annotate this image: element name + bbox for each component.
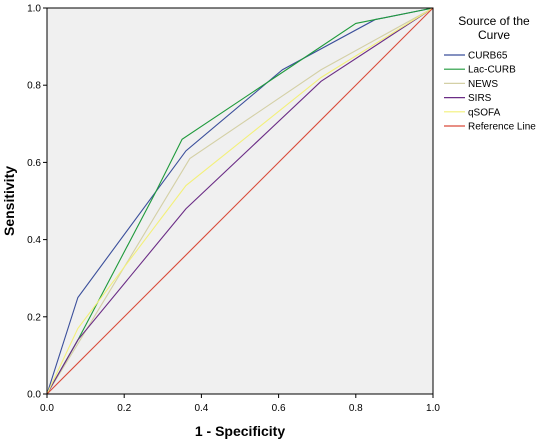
y-tick-label: 0.2: [27, 312, 41, 323]
plot-frame: [46, 7, 434, 395]
legend-items: CURB65 Lac-CURB NEWS SIRS qSOFA Reference Lin…: [444, 51, 536, 133]
legend-label: Reference Line: [468, 122, 536, 133]
y-tick-label: 0.6: [27, 158, 41, 169]
x-tick-label: 1.0: [426, 403, 440, 414]
legend-label: qSOFA: [468, 107, 501, 118]
legend-label: SIRS: [468, 93, 492, 104]
x-tick-label: 0.2: [117, 403, 131, 414]
x-tick-label: 0.6: [272, 403, 286, 414]
legend-label: Lac-CURB: [468, 65, 516, 76]
y-tick-label: 0.0: [27, 390, 41, 401]
legend-title: Source of the Curve: [458, 14, 530, 42]
y-tick-label: 0.4: [27, 235, 41, 246]
x-axis-title: 1 - Specificity: [195, 423, 285, 439]
legend-label: CURB65: [468, 51, 508, 62]
series-line-qsofa: [46, 7, 434, 395]
series-line-reference-line: [46, 7, 434, 395]
series-line-sirs: [46, 7, 434, 395]
y-tick-label: 0.8: [27, 81, 41, 92]
y-tick-label: 1.0: [27, 4, 41, 15]
series-lines: [46, 7, 434, 395]
x-tick-label: 0.4: [194, 403, 208, 414]
x-axis-ticks: 0.0 0.2 0.4 0.6 0.8 1.0: [40, 394, 440, 414]
y-axis-title: Sensitivity: [1, 166, 17, 236]
x-tick-label: 0.8: [349, 403, 363, 414]
legend: Source of the Curve CURB65 Lac-CURB NEWS SIR…: [444, 14, 536, 133]
series-line-news: [46, 7, 434, 395]
series-line-lac-curb: [46, 7, 434, 395]
legend-label: NEWS: [468, 79, 498, 90]
y-axis-ticks: 0.0 0.2 0.4 0.6 0.8 1.0: [27, 4, 47, 401]
x-tick-label: 0.0: [40, 403, 54, 414]
